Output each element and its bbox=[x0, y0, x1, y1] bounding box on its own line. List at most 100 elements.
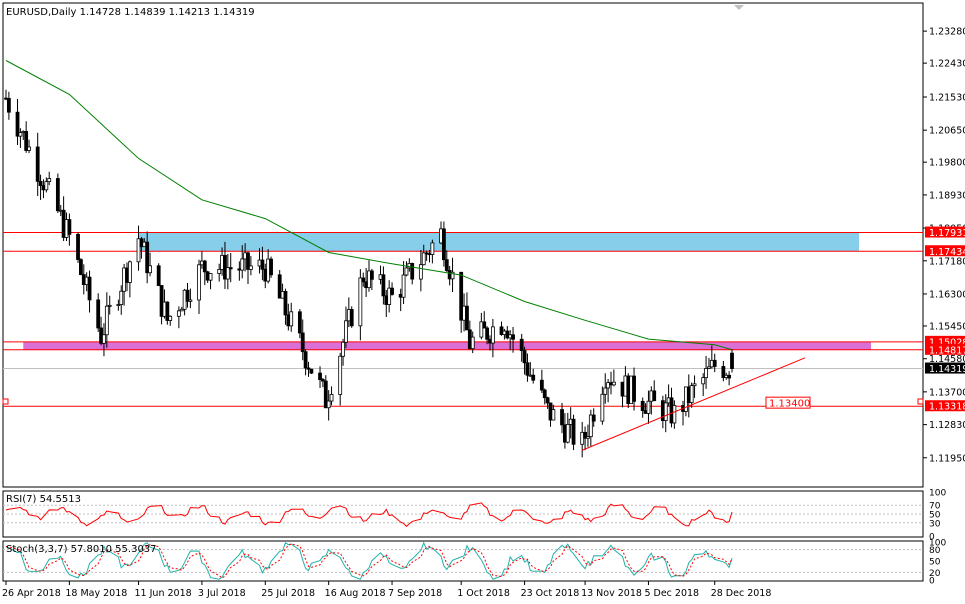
candle bbox=[44, 181, 49, 191]
price-chart-title: EURUSD,Daily 1.14728 1.14839 1.14213 1.1… bbox=[6, 7, 255, 18]
candle bbox=[560, 409, 564, 426]
candle bbox=[76, 233, 80, 260]
candle bbox=[588, 414, 593, 438]
time-tick-label: 7 Sep 2018 bbox=[388, 588, 442, 599]
candle bbox=[539, 379, 544, 391]
candle bbox=[519, 338, 524, 352]
price-tick-label: 1.11950 bbox=[929, 453, 965, 464]
candle bbox=[306, 367, 311, 370]
candle bbox=[465, 305, 469, 331]
level-price-tag-bg bbox=[925, 400, 965, 412]
candle bbox=[323, 380, 328, 409]
candle bbox=[444, 259, 449, 271]
candle bbox=[571, 418, 576, 445]
level-price-tag-bg bbox=[925, 343, 965, 355]
stoch-tick-label: 20 bbox=[929, 569, 941, 579]
candle bbox=[283, 291, 288, 316]
annotation-label: 1.13400 bbox=[769, 399, 810, 410]
rsi-title: RSI(7) 54.5513 bbox=[6, 494, 81, 505]
candle bbox=[18, 132, 23, 137]
price-panel[interactable]: 1.13400 EURUSD,Daily 1.14728 1.14839 1.1… bbox=[2, 2, 965, 488]
candle bbox=[156, 265, 161, 286]
candle bbox=[225, 267, 230, 280]
candle bbox=[217, 269, 222, 274]
candle bbox=[102, 334, 106, 344]
candle bbox=[228, 267, 233, 270]
candle bbox=[179, 308, 184, 312]
candle bbox=[591, 414, 596, 422]
candle bbox=[470, 336, 475, 350]
candle bbox=[485, 327, 490, 340]
candle bbox=[712, 359, 717, 367]
candle bbox=[79, 259, 83, 275]
stoch-tick-label: 0 bbox=[929, 577, 935, 587]
support-trendline[interactable] bbox=[581, 357, 806, 451]
shift-marker-icon[interactable] bbox=[734, 5, 744, 10]
candle bbox=[185, 289, 190, 302]
price-tick-label: 1.12830 bbox=[929, 420, 965, 431]
stoch-tick-label: 50 bbox=[929, 558, 941, 568]
candle bbox=[35, 146, 40, 182]
candle bbox=[730, 352, 734, 369]
candle bbox=[168, 315, 173, 321]
candle bbox=[104, 305, 109, 336]
time-tick-label: 18 May 2018 bbox=[65, 588, 127, 599]
stoch-panel-frame bbox=[2, 540, 924, 582]
level-price-tag: 1.13318 bbox=[929, 402, 965, 413]
candle bbox=[565, 424, 570, 443]
blue-resistance-zone bbox=[138, 232, 859, 252]
candle bbox=[127, 261, 132, 283]
pink-resistance-zone bbox=[23, 341, 872, 350]
candle bbox=[410, 263, 415, 280]
time-tick-label: 13 Nov 2018 bbox=[581, 588, 642, 599]
stoch-title: Stoch(3,3,7) 57.8010 55.3037 bbox=[6, 544, 157, 555]
candle bbox=[600, 393, 605, 422]
candle bbox=[87, 276, 92, 301]
candle bbox=[176, 310, 181, 317]
candle bbox=[223, 254, 227, 280]
level-handle-right[interactable] bbox=[917, 398, 924, 405]
candle bbox=[479, 321, 484, 338]
candle bbox=[116, 304, 121, 306]
moving-average-line bbox=[5, 60, 733, 351]
candle bbox=[349, 309, 354, 327]
candle bbox=[329, 394, 334, 402]
rsi-tick-label: 70 bbox=[929, 502, 941, 512]
price-tick-label: 1.19800 bbox=[929, 158, 965, 169]
price-panel-frame bbox=[2, 2, 924, 488]
candle bbox=[303, 351, 308, 369]
candle bbox=[482, 321, 487, 329]
candle bbox=[300, 332, 305, 353]
candle bbox=[611, 381, 616, 386]
candle bbox=[606, 382, 611, 389]
candle bbox=[107, 304, 112, 307]
rsi-levels bbox=[3, 504, 923, 524]
stoch-tick-label: 80 bbox=[929, 546, 941, 556]
price-tick-label: 1.16300 bbox=[929, 289, 965, 300]
candle bbox=[240, 258, 245, 271]
candle bbox=[358, 277, 363, 327]
candle bbox=[309, 368, 314, 374]
candle bbox=[6, 98, 11, 113]
candle bbox=[707, 366, 711, 369]
stoch-main-line bbox=[5, 541, 733, 580]
candle bbox=[67, 219, 72, 235]
candle bbox=[269, 258, 273, 276]
time-axis: 26 Apr 2018 18 May 2018 11 Jun 2018 3 Jul 2… bbox=[2, 581, 771, 599]
price-tick-label: 1.23280 bbox=[929, 27, 965, 38]
candle bbox=[442, 228, 446, 261]
candle bbox=[338, 355, 343, 395]
candle bbox=[96, 299, 101, 329]
candle bbox=[148, 265, 152, 274]
level-handle-left[interactable] bbox=[2, 398, 9, 405]
level-price-tag: 1.17931 bbox=[929, 228, 965, 239]
time-tick-label: 3 Jul 2018 bbox=[198, 588, 246, 599]
candle bbox=[136, 238, 141, 263]
candle bbox=[145, 241, 150, 274]
candle bbox=[27, 146, 31, 151]
candle bbox=[369, 270, 374, 280]
candle bbox=[260, 259, 265, 270]
